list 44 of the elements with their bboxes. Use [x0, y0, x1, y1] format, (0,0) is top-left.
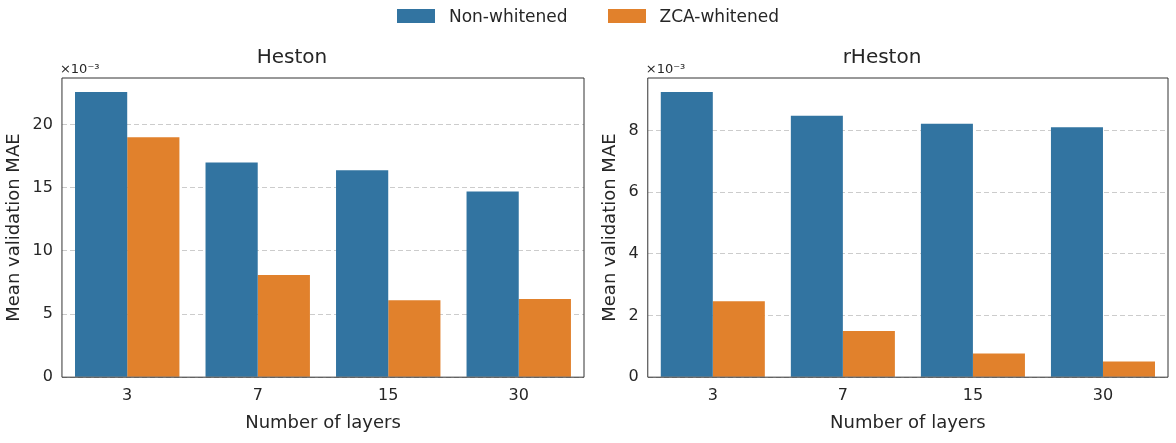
- bar: [127, 137, 180, 377]
- bar: [336, 170, 389, 377]
- legend-label: ZCA-whitened: [659, 6, 780, 26]
- y-axis-title: Mean validation MAE: [598, 133, 620, 322]
- bar: [660, 91, 713, 377]
- x-tick-label: 3: [707, 384, 718, 404]
- y-tick-label: 4: [628, 242, 639, 262]
- x-tick-label: 7: [252, 384, 263, 404]
- chart-title: rHeston: [842, 44, 922, 69]
- y-tick-label: 15: [32, 176, 53, 196]
- x-tick-label: 3: [122, 384, 133, 404]
- y-tick-label: 5: [42, 303, 53, 323]
- bar: [1102, 361, 1155, 377]
- x-tick-label: 15: [962, 384, 984, 404]
- bar: [972, 353, 1025, 377]
- bar: [712, 301, 765, 377]
- bar: [518, 298, 571, 377]
- y-tick-label: 0: [42, 366, 53, 386]
- bar: [920, 123, 973, 377]
- bar: [842, 330, 895, 377]
- y-tick-label: 8: [628, 119, 639, 139]
- x-axis-title: Number of layers: [245, 410, 401, 432]
- bar: [466, 191, 519, 377]
- y-axis-title: Mean validation MAE: [2, 133, 24, 322]
- y-tick-label: 6: [628, 181, 639, 201]
- bar: [790, 115, 843, 377]
- y-tick-label: 0: [628, 366, 639, 386]
- text: ×10⁻³: [59, 60, 100, 76]
- y-tick-label: 2: [628, 304, 639, 324]
- x-tick-label: 30: [1092, 384, 1114, 404]
- y-tick-label: 20: [32, 113, 53, 133]
- x-tick-label: 7: [837, 384, 848, 404]
- bar: [388, 300, 441, 377]
- x-axis-title: Number of layers: [830, 410, 986, 432]
- chart-title: Heston: [256, 44, 328, 69]
- bar: [257, 274, 310, 377]
- y-tick-label: 10: [32, 240, 53, 260]
- legend-label: Non-whitened: [448, 6, 568, 26]
- bar: [205, 162, 258, 377]
- x-tick-label: 15: [378, 384, 399, 404]
- text: ×10⁻³: [645, 60, 686, 76]
- x-tick-label: 30: [508, 384, 529, 404]
- bar: [1050, 127, 1103, 377]
- bar: [75, 91, 128, 377]
